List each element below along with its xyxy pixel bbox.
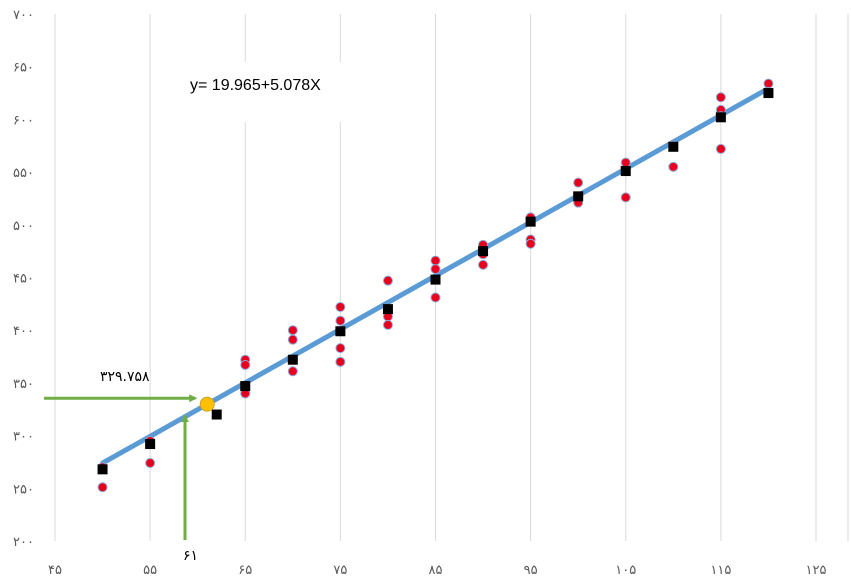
- data-point-square: [97, 464, 108, 475]
- equation-box: [180, 62, 420, 122]
- equation-label: y= 19.965+5.078X: [190, 77, 321, 94]
- y-tick-label: ۲۵۰: [13, 482, 34, 497]
- data-point-circle: [525, 238, 536, 249]
- data-point-circle: [145, 458, 156, 469]
- data-point-square: [668, 141, 679, 152]
- data-point-square: [478, 246, 489, 257]
- data-point-square: [763, 88, 774, 99]
- data-point-circle: [430, 264, 441, 275]
- y-tick-label: ۳۵۰: [13, 377, 34, 392]
- data-point-square: [240, 381, 251, 392]
- data-point-square: [620, 166, 631, 177]
- data-point-square: [715, 112, 726, 123]
- y-tick-label: ۳۰۰: [13, 430, 34, 445]
- annotations: y= 19.965+5.078X ۳۲۹.۷۵۸ ۶۱: [44, 62, 420, 564]
- data-point-circle: [287, 366, 298, 377]
- x-tick-label: ۱۲۵: [806, 563, 827, 578]
- x-tick-label: ۱۱۵: [710, 563, 731, 578]
- gridlines: [54, 14, 849, 541]
- data-point-circle: [382, 319, 393, 330]
- data-point-circle: [335, 302, 346, 313]
- data-point-square: [382, 304, 393, 315]
- data-point-circle: [620, 157, 631, 168]
- data-point-circle: [668, 161, 679, 172]
- data-point-circle: [430, 292, 441, 303]
- data-points: [97, 78, 774, 493]
- x-tick-label: ۶۵: [238, 563, 252, 578]
- data-point-circle: [573, 177, 584, 188]
- data-point-circle: [240, 359, 251, 370]
- data-point-circle: [97, 482, 108, 493]
- data-point-square: [525, 216, 536, 227]
- data-point-circle: [715, 92, 726, 103]
- data-point-square: [430, 274, 441, 285]
- y-value-annotation: ۳۲۹.۷۵۸: [100, 369, 150, 385]
- data-point-circle: [763, 78, 774, 89]
- y-tick-label: ۴۵۰: [13, 272, 34, 287]
- x-tick-label: ۷۵: [333, 563, 347, 578]
- data-point-circle: [715, 143, 726, 154]
- x-tick-label: ۱۰۵: [615, 563, 636, 578]
- data-point-circle: [287, 325, 298, 336]
- data-point-circle: [382, 275, 393, 286]
- data-point-circle: [335, 315, 346, 326]
- axis-labels: ۴۵ ۵۵ ۶۵ ۷۵ ۸۵ ۹۵ ۱۰۵ ۱۱۵ ۱۲۵ ۲۰۰ ۲۵۰ ۳۰۰ ۳۵۰ ۴۰۰ ۴۵۰ ۵…: [13, 8, 826, 578]
- x-value-annotation: ۶۱: [183, 548, 198, 564]
- x-tick-label: ۹۵: [524, 563, 538, 578]
- data-point-circle: [478, 259, 489, 270]
- data-point-square: [335, 326, 346, 337]
- y-tick-label: ۵۵۰: [13, 166, 34, 181]
- data-point-circle: [335, 356, 346, 367]
- data-point-circle: [620, 192, 631, 203]
- data-point-circle: [335, 343, 346, 354]
- x-tick-label: ۴۵: [48, 563, 62, 578]
- data-point-square: [287, 354, 298, 365]
- y-tick-label: ۶۰۰: [13, 113, 34, 128]
- data-point-square: [145, 439, 156, 450]
- data-point-circle: [430, 255, 441, 266]
- data-point-circle: [287, 334, 298, 345]
- y-tick-label: ۲۰۰: [13, 535, 34, 550]
- y-tick-label: ۷۰۰: [13, 8, 34, 23]
- y-tick-label: ۴۰۰: [13, 324, 34, 339]
- x-tick-label: ۵۵: [143, 563, 157, 578]
- y-tick-label: ۵۰۰: [13, 219, 34, 234]
- data-point-square: [211, 409, 222, 420]
- highlight-point: [199, 396, 215, 412]
- y-tick-label: ۶۵۰: [13, 61, 34, 76]
- data-point-square: [573, 191, 584, 202]
- x-tick-label: ۸۵: [429, 563, 443, 578]
